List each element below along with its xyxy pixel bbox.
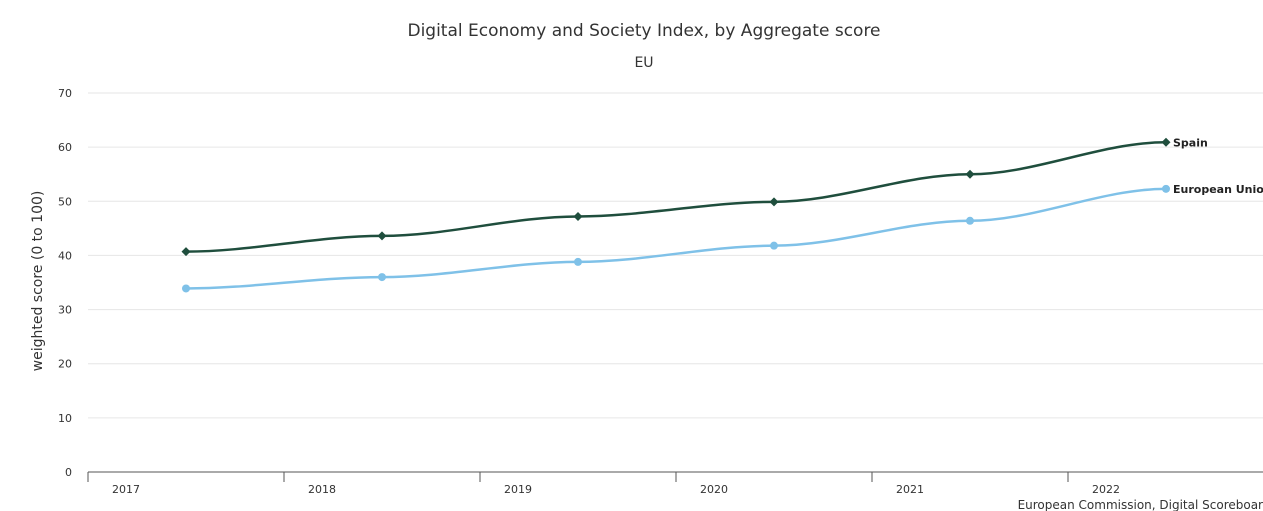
series-end-label: Spain (1173, 136, 1208, 149)
y-tick-label: 40 (58, 249, 72, 262)
data-point[interactable] (965, 169, 975, 179)
x-axis: 2017 2018 2019 2020 2021 2022 (87, 471, 1263, 496)
x-tick-label: 2020 (700, 483, 728, 496)
data-point[interactable] (574, 257, 582, 266)
y-tick-label: 10 (58, 412, 72, 425)
data-point[interactable] (378, 273, 386, 282)
y-axis-title: weighted score (0 to 100) (30, 191, 46, 372)
chart-credits[interactable]: European Commission, Digital Scoreboar (1018, 498, 1263, 511)
x-tick-label: 2017 (112, 483, 140, 496)
data-point[interactable] (769, 197, 779, 207)
x-tick-label: 2019 (504, 483, 532, 496)
chart-title: Digital Economy and Society Index, by Ag… (407, 21, 880, 41)
data-point[interactable] (770, 241, 778, 250)
chart-subtitle: EU (634, 55, 653, 71)
data-point[interactable] (1161, 137, 1171, 147)
data-point[interactable] (966, 216, 974, 225)
y-tick-label: 70 (58, 87, 72, 100)
data-point[interactable] (181, 247, 191, 257)
x-tick-label: 2021 (896, 483, 924, 496)
y-tick-label: 20 (58, 358, 72, 371)
grid-lines (88, 92, 1263, 419)
y-tick-label: 60 (58, 141, 72, 154)
x-tick-label: 2018 (308, 483, 336, 496)
series-line[interactable] (185, 187, 1167, 290)
data-point[interactable] (377, 231, 387, 241)
y-axis: 0 10 20 30 40 50 60 70 (58, 87, 72, 479)
y-tick-label: 30 (58, 304, 72, 317)
x-tick-label: 2022 (1092, 483, 1120, 496)
series-end-label: European Union (1173, 183, 1263, 196)
series-line[interactable] (185, 141, 1167, 253)
data-point[interactable] (182, 284, 190, 293)
data-point[interactable] (573, 211, 583, 221)
series-group: Spain European Union (181, 136, 1263, 293)
y-tick-label: 0 (65, 466, 72, 479)
data-point[interactable] (1162, 184, 1170, 193)
y-tick-label: 50 (58, 195, 72, 208)
